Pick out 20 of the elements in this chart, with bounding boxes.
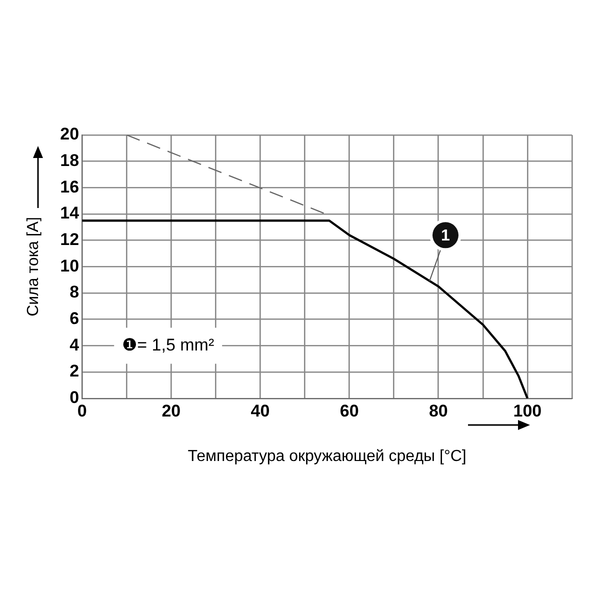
- y-axis-title: Сила тока [A]: [25, 216, 42, 316]
- x-tick-label: 20: [162, 401, 181, 420]
- y-tick-label: 10: [60, 256, 80, 276]
- y-tick-label: 0: [70, 388, 80, 408]
- y-tick-label: 18: [60, 151, 80, 170]
- y-tick-label: 2: [70, 362, 80, 381]
- y-tick-label: 6: [70, 309, 80, 328]
- x-tick-label: 80: [428, 401, 448, 420]
- y-tick-label: 4: [70, 335, 80, 354]
- annotation: ❶= 1,5 mm²: [122, 335, 214, 354]
- x-axis-title: Температура окружающей среды [°C]: [188, 448, 466, 465]
- y-tick-label: 16: [60, 177, 80, 196]
- x-tick-label: 60: [340, 401, 359, 420]
- x-tick-label: 40: [250, 401, 270, 420]
- y-tick-label: 8: [70, 282, 80, 302]
- y-tick-label: 20: [60, 124, 80, 144]
- y-tick-label: 14: [60, 204, 80, 223]
- y-tick-label: 12: [60, 230, 80, 250]
- x-tick-label: 100: [513, 401, 542, 420]
- annotation: 1: [441, 228, 450, 245]
